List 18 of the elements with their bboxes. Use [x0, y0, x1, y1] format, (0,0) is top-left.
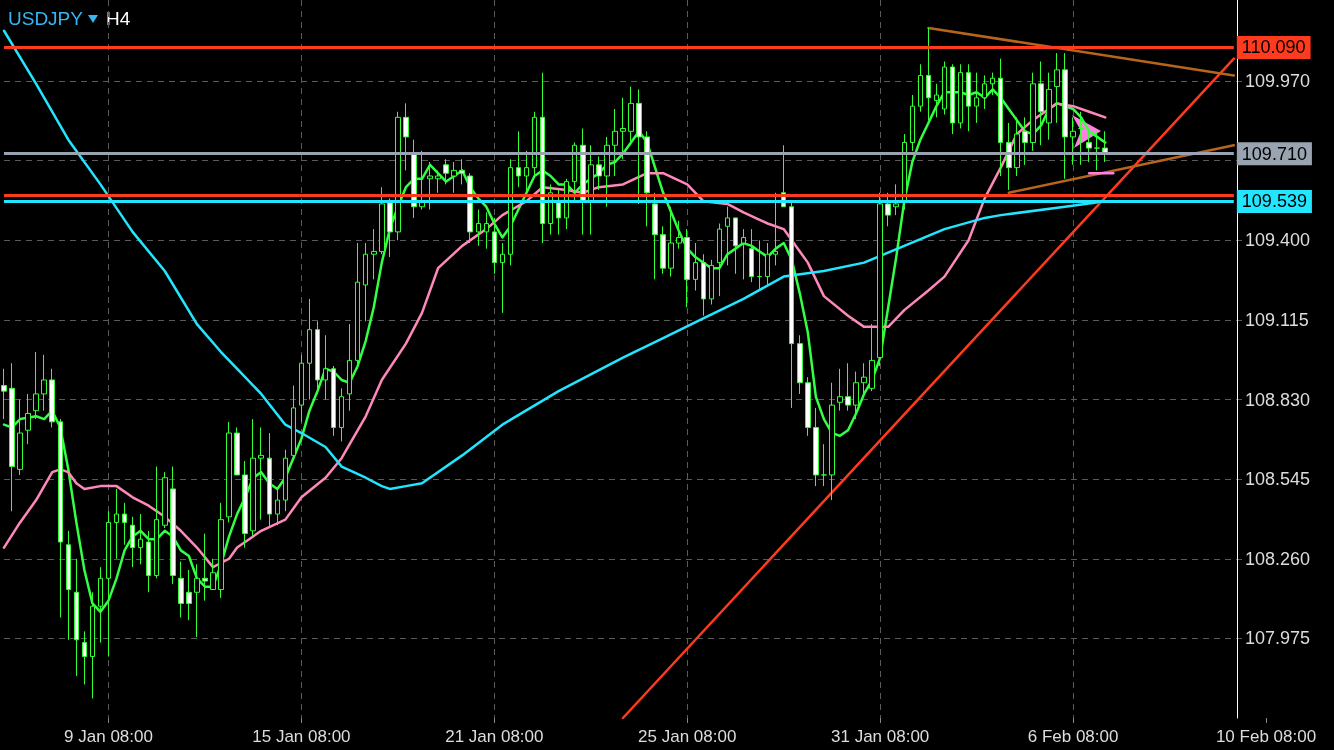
ref-line-label: 110.090	[1241, 37, 1306, 58]
x-tick-label: 10 Feb 08:00	[1215, 727, 1317, 746]
y-tick-label: 109.115	[1245, 309, 1309, 330]
y-tick-label: 108.260	[1245, 548, 1311, 569]
y-tick-label: 108.830	[1245, 389, 1311, 410]
x-tick-label: 21 Jan 08:00	[445, 727, 544, 746]
y-tick-label: 109.970	[1245, 71, 1311, 92]
x-tick-label: 31 Jan 08:00	[831, 727, 930, 746]
chart-title: USDJPY	[8, 8, 83, 30]
y-tick-label: 109.400	[1245, 230, 1311, 251]
ref-line-label: 109.539	[1241, 191, 1307, 212]
x-tick-label: 25 Jan 08:00	[638, 727, 737, 746]
x-tick-label: 6 Feb 08:00	[1027, 727, 1119, 746]
y-tick-label: 107.975	[1245, 628, 1311, 649]
y-tick-label: 108.545	[1245, 469, 1311, 490]
ref-line-label: 109.710	[1241, 143, 1307, 164]
x-tick-label: 9 Jan 08:00	[64, 727, 153, 746]
x-tick-label: 15 Jan 08:00	[252, 727, 351, 746]
